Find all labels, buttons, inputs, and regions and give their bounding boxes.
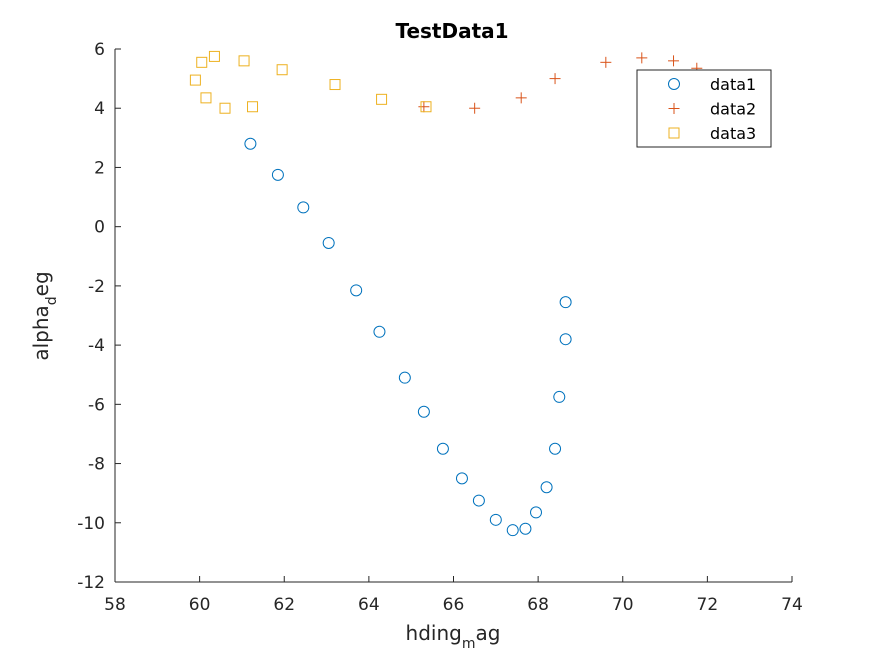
y-tick-label: -8 (88, 455, 105, 475)
x-tick-label: 62 (273, 595, 295, 615)
data1-point (519, 522, 532, 535)
data1-point (530, 506, 543, 519)
data2-point (515, 92, 527, 104)
data2-point (418, 101, 430, 113)
data1-point (436, 442, 449, 455)
y-tick-label: 4 (94, 99, 105, 119)
x-tick-label: 66 (443, 595, 465, 615)
data1-point (540, 481, 553, 494)
x-tick-label: 72 (697, 595, 719, 615)
x-axis-label-base: hding (406, 621, 462, 645)
y-ticks: -12 -10 -8 -6 -4 -2 0 2 4 6 (77, 40, 121, 593)
chart-title: TestData1 (395, 19, 508, 43)
y-axis-label-base: alpha (29, 305, 53, 360)
data1-point (417, 405, 430, 418)
data2-point (636, 52, 648, 64)
series-data3 (189, 50, 432, 114)
x-ticks: 58 60 62 64 66 68 70 72 74 (104, 576, 803, 615)
data1-point (553, 390, 566, 403)
y-axis-label: alphadeg (29, 271, 60, 360)
data1-point (373, 325, 386, 338)
y-tick-label: 0 (94, 218, 105, 238)
data2-point (600, 56, 612, 68)
data3-point (238, 55, 250, 67)
legend-entries: data1 data2 data3 (668, 75, 756, 143)
data1-point (472, 494, 485, 507)
data1-point (506, 524, 519, 537)
data1-point (297, 201, 310, 214)
x-axis-label-subscript: m (462, 636, 476, 652)
data1-point (489, 513, 502, 526)
data3-point (219, 102, 231, 114)
data1-point (350, 284, 363, 297)
data2-point (469, 102, 481, 114)
legend-label-data1: data1 (710, 75, 756, 94)
x-tick-label: 74 (781, 595, 803, 615)
legend-box (636, 69, 772, 148)
y-tick-label: -4 (88, 336, 105, 356)
x-tick-label: 60 (189, 595, 211, 615)
data3-point (329, 79, 341, 91)
legend-label-data2: data2 (710, 100, 756, 119)
data1-point (271, 168, 284, 181)
data-markers (189, 50, 703, 537)
data1-point (455, 472, 468, 485)
y-tick-label: 2 (94, 158, 105, 178)
data3-point (196, 56, 208, 68)
data3-point (208, 50, 220, 62)
data1-point (244, 137, 257, 150)
data3-point (276, 64, 288, 76)
data3-point (189, 74, 201, 86)
data2-point (549, 73, 561, 85)
data2-point (668, 55, 680, 67)
y-axis-label-rest: eg (29, 271, 53, 296)
x-axis-label-rest: ag (476, 621, 501, 645)
legend-marker-data3 (668, 127, 680, 139)
legend-marker-data1 (668, 78, 680, 90)
y-tick-label: -2 (88, 277, 105, 297)
data1-point (559, 296, 572, 309)
data1-point (559, 333, 572, 346)
y-tick-label: 6 (94, 40, 105, 60)
data1-point (398, 371, 411, 384)
data3-point (200, 92, 212, 104)
x-axis-label: hdingmag (406, 621, 501, 652)
legend: data1 data2 data3 (636, 69, 772, 148)
legend-marker-data2 (668, 103, 680, 114)
y-tick-label: -10 (77, 514, 105, 534)
data3-point (376, 93, 388, 105)
series-data1 (244, 137, 572, 537)
x-tick-label: 70 (612, 595, 634, 615)
data3-point (420, 101, 432, 113)
x-tick-label: 64 (358, 595, 380, 615)
x-tick-label: 58 (104, 595, 126, 615)
y-axis-label-subscript: d (44, 296, 60, 305)
series-data2 (418, 52, 703, 114)
data3-point (247, 101, 259, 113)
x-tick-label: 68 (527, 595, 549, 615)
legend-label-data3: data3 (710, 124, 756, 143)
data1-point (322, 236, 335, 249)
data1-point (549, 442, 562, 455)
y-tick-label: -6 (88, 395, 105, 415)
y-tick-label: -12 (77, 573, 105, 593)
